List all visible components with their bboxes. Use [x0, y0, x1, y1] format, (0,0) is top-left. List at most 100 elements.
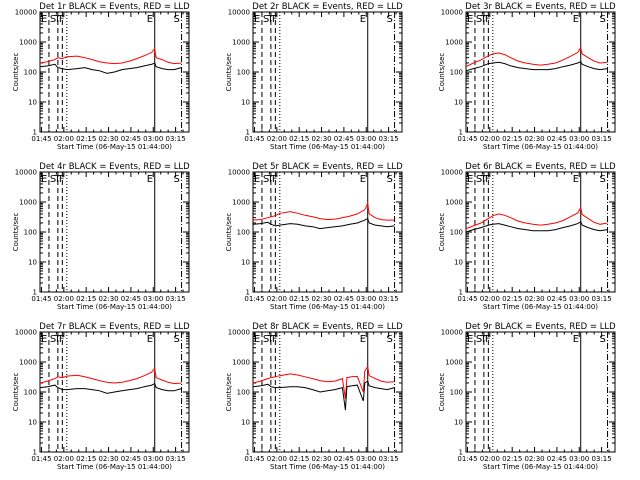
- x-tick-label: 02:00: [480, 135, 500, 143]
- event-marker-label: T: [53, 174, 61, 185]
- x-tick-label: 01:45: [31, 135, 51, 143]
- x-tick-label: 02:45: [334, 455, 354, 463]
- event-marker-label: E: [41, 174, 47, 185]
- events-series-line: [465, 220, 608, 233]
- lld-series-line: [39, 366, 182, 385]
- x-tick-label: 02:45: [547, 135, 567, 143]
- x-tick-label: 02:00: [54, 295, 74, 303]
- x-tick-label: 02:15: [502, 295, 522, 303]
- x-tick-label: 03:15: [591, 295, 611, 303]
- y-tick-label: 10000: [441, 329, 463, 337]
- x-tick-label: 02:45: [121, 135, 141, 143]
- event-marker-label: T: [479, 14, 487, 25]
- detector-panel: Det 5r BLACK = Events, RED = LLD 1 10 100 10…: [225, 162, 403, 311]
- x-tick-label: 02:15: [76, 135, 96, 143]
- y-tick-label: 10000: [228, 329, 250, 337]
- x-tick-label: 02:15: [502, 135, 522, 143]
- y-tick-label: 100: [450, 69, 463, 77]
- x-tick-label: 02:30: [524, 135, 544, 143]
- event-marker-label: S: [50, 174, 56, 185]
- y-tick-label: 1000: [232, 39, 250, 47]
- x-tick-label: 03:00: [356, 455, 376, 463]
- x-axis-label: Start Time (06-May-15 01:44:00): [57, 463, 172, 471]
- x-axis-label: Start Time (06-May-15 01:44:00): [270, 303, 385, 311]
- event-marker-label: E: [467, 174, 473, 185]
- y-axis-label: Counts/sec: [12, 213, 20, 252]
- y-axis-label: Counts/sec: [12, 373, 20, 412]
- x-tick-label: 02:45: [121, 455, 141, 463]
- x-axis-label: Start Time (06-May-15 01:44:00): [270, 143, 385, 151]
- y-tick-label: 100: [450, 229, 463, 237]
- y-tick-label: 10: [28, 99, 37, 107]
- event-marker-label: F: [272, 334, 278, 345]
- event-marker-label: F: [485, 14, 491, 25]
- panel-title: Det 5r BLACK = Events, RED = LLD: [252, 162, 403, 172]
- event-marker-label: E: [254, 174, 260, 185]
- panel-title: Det 1r BLACK = Events, RED = LLD: [39, 2, 190, 12]
- lld-series-line: [39, 47, 182, 65]
- detector-panel: Det 9r BLACK = Events, RED = LLD 1 10 100 10…: [438, 322, 616, 471]
- event-marker-label: S: [50, 334, 56, 345]
- y-tick-label: 100: [237, 229, 250, 237]
- event-marker-label: T: [479, 174, 487, 185]
- x-tick-label: 02:00: [267, 135, 287, 143]
- y-tick-label: 1: [33, 129, 37, 137]
- y-axis-label: Counts/sec: [12, 53, 20, 92]
- y-tick-label: 10: [28, 419, 37, 427]
- y-tick-label: 1000: [232, 359, 250, 367]
- panel-title: Det 8r BLACK = Events, RED = LLD: [252, 322, 403, 332]
- x-tick-label: 03:15: [165, 295, 185, 303]
- y-tick-label: 10: [241, 259, 250, 267]
- y-tick-label: 100: [237, 389, 250, 397]
- x-tick-label: 02:15: [76, 295, 96, 303]
- x-tick-label: 03:00: [356, 135, 376, 143]
- x-tick-label: 03:00: [569, 295, 589, 303]
- panel-title: Det 6r BLACK = Events, RED = LLD: [465, 162, 616, 172]
- event-marker-label: S: [174, 334, 180, 345]
- x-tick-label: 03:15: [378, 295, 398, 303]
- y-axis-label: Counts/sec: [438, 53, 446, 92]
- event-marker-label: S: [174, 14, 180, 25]
- event-marker-label: E: [467, 14, 473, 25]
- event-marker-label: F: [272, 14, 278, 25]
- lld-series-line: [465, 206, 608, 230]
- panel-title: Det 9r BLACK = Events, RED = LLD: [465, 322, 616, 332]
- y-tick-label: 100: [237, 69, 250, 77]
- events-series-line: [465, 61, 608, 72]
- x-axis-label: Start Time (06-May-15 01:44:00): [483, 463, 598, 471]
- y-axis-label: Counts/sec: [438, 213, 446, 252]
- event-marker-label: S: [174, 174, 180, 185]
- y-tick-label: 1: [459, 449, 463, 457]
- x-tick-label: 03:15: [591, 135, 611, 143]
- event-marker-label: E: [573, 174, 579, 185]
- y-tick-label: 1: [33, 289, 37, 297]
- x-tick-label: 02:15: [502, 455, 522, 463]
- event-marker-label: E: [147, 334, 153, 345]
- x-tick-label: 03:00: [143, 135, 163, 143]
- y-axis-label: Counts/sec: [225, 373, 233, 412]
- y-tick-label: 1000: [232, 199, 250, 207]
- detector-panel: Det 4r BLACK = Events, RED = LLD 1 10 100 10…: [12, 162, 190, 311]
- event-marker-label: E: [147, 14, 153, 25]
- y-axis-label: Counts/sec: [225, 213, 233, 252]
- y-tick-label: 1: [459, 129, 463, 137]
- y-tick-label: 100: [24, 389, 37, 397]
- y-tick-label: 10000: [15, 329, 37, 337]
- y-tick-label: 10000: [15, 9, 37, 17]
- x-tick-label: 02:30: [524, 295, 544, 303]
- x-tick-label: 02:00: [267, 455, 287, 463]
- detector-panel: Det 3r BLACK = Events, RED = LLD 1 10 100 10…: [438, 2, 616, 151]
- x-tick-label: 02:15: [76, 455, 96, 463]
- event-marker-label: S: [387, 174, 393, 185]
- detector-panel: Det 7r BLACK = Events, RED = LLD 1 10 100 10…: [12, 322, 190, 471]
- events-series-line: [252, 380, 395, 411]
- event-marker-label: S: [387, 334, 393, 345]
- x-tick-label: 03:15: [378, 135, 398, 143]
- event-marker-label: F: [485, 334, 491, 345]
- x-tick-label: 02:15: [289, 135, 309, 143]
- y-tick-label: 1: [246, 129, 250, 137]
- y-tick-label: 10: [28, 259, 37, 267]
- x-tick-label: 03:15: [165, 135, 185, 143]
- x-tick-label: 02:15: [289, 295, 309, 303]
- panel-title: Det 4r BLACK = Events, RED = LLD: [39, 162, 190, 172]
